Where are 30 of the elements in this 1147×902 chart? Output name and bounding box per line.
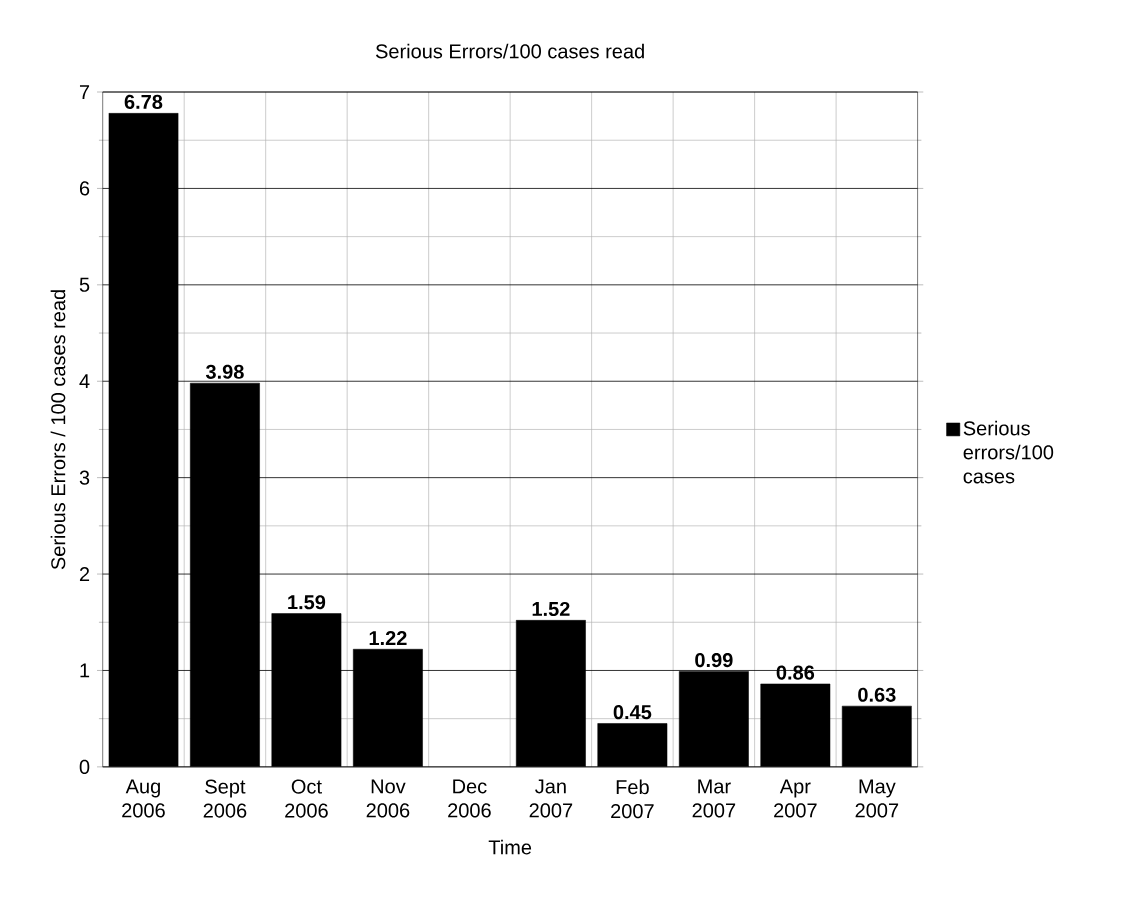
y-axis-title: Serious Errors / 100 cases read xyxy=(50,290,66,570)
x-tick-label: Mar 2007 xyxy=(692,779,736,818)
x-tick-label: Dec 2006 xyxy=(448,779,491,818)
data-label: 3.98 xyxy=(205,364,244,380)
x-tick-label: Oct 2006 xyxy=(285,779,328,818)
x-tick-label: Feb 2007 xyxy=(611,779,654,819)
x-tick-label: Apr 2007 xyxy=(774,779,817,818)
y-tick-label: 1 xyxy=(80,663,90,678)
y-tick-label: 2 xyxy=(79,567,90,582)
data-label: 0.45 xyxy=(613,705,652,720)
legend-label: Serious errors/100 cases xyxy=(963,420,1054,484)
y-tick-label: 5 xyxy=(79,278,90,293)
x-tick-label: Aug 2006 xyxy=(122,779,165,818)
data-label: 0.63 xyxy=(858,687,896,703)
data-label: 1.22 xyxy=(369,631,407,646)
data-label: 0.99 xyxy=(695,653,733,668)
x-tick-label: Nov 2006 xyxy=(366,779,410,818)
x-tick-label: Jan 2007 xyxy=(529,779,573,818)
data-label: 1.59 xyxy=(288,595,326,610)
y-tick-label: 7 xyxy=(79,85,90,100)
y-tick-label: 4 xyxy=(79,374,90,389)
y-tick-label: 0 xyxy=(79,759,90,775)
data-label: 1.52 xyxy=(532,602,570,617)
x-tick-label: May 2007 xyxy=(855,779,899,818)
data-label: 6.78 xyxy=(124,94,163,110)
x-axis-title: Time xyxy=(488,840,532,855)
y-tick-label: 3 xyxy=(79,470,90,485)
chart-title: Serious Errors/100 cases read xyxy=(375,43,644,59)
y-tick-label: 6 xyxy=(79,181,90,196)
x-tick-label: Sept 2006 xyxy=(203,779,247,818)
